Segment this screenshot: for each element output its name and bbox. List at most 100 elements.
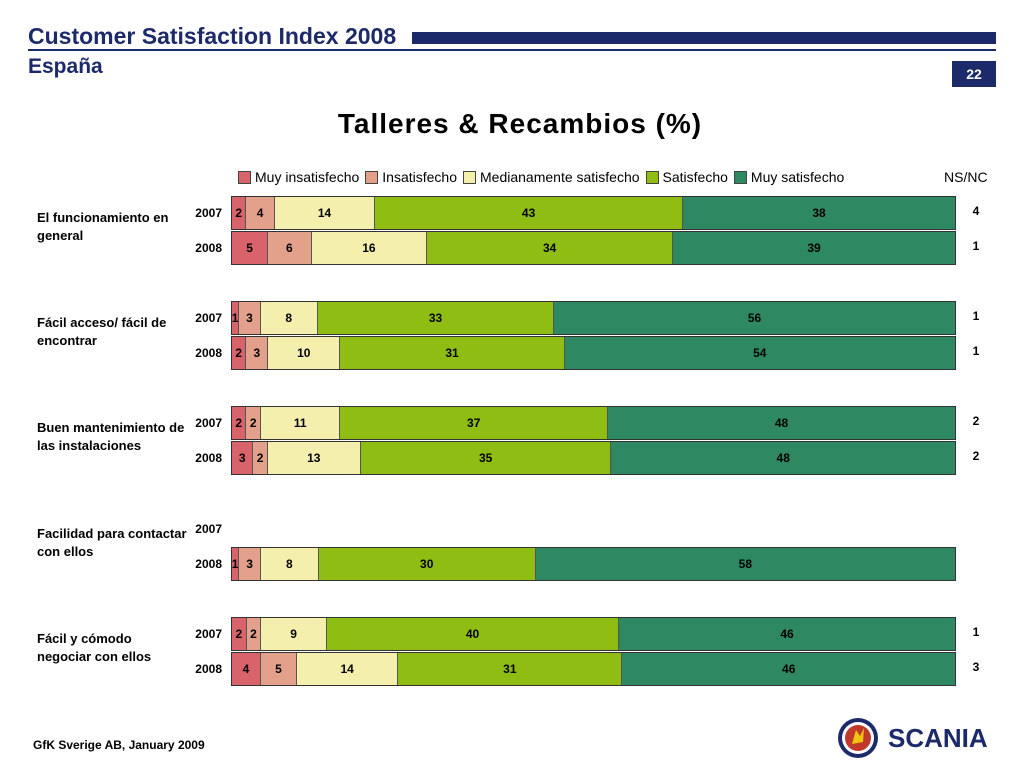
bar-segment: 35 <box>360 442 612 474</box>
bar-segment: 2 <box>232 618 247 650</box>
footer-source: GfK Sverige AB, January 2009 <box>33 738 205 752</box>
nsnc-header: NS/NC <box>944 169 988 185</box>
bar-value-label: 5 <box>275 662 282 676</box>
year-label: 2008 <box>195 451 222 465</box>
legend-label: Medianamente satisfecho <box>480 169 640 185</box>
bar-value-label: 48 <box>776 451 790 465</box>
bar-segment: 33 <box>317 302 555 334</box>
bar-segment: 34 <box>427 232 674 264</box>
bar-value-label: 1 <box>231 311 239 325</box>
bar-segment: 3 <box>239 548 261 580</box>
bar-segment: 2 <box>232 337 247 369</box>
bar-value-label: 6 <box>286 241 293 255</box>
legend-item: Muy satisfecho <box>733 169 845 185</box>
legend-item: Muy insatisfecho <box>238 169 359 185</box>
bar-segment: 37 <box>340 407 608 439</box>
bar-segment: 6 <box>268 232 312 264</box>
question-label: Fácil acceso/ fácil de encontrar <box>37 315 167 348</box>
nsnc-value: 1 <box>972 309 980 323</box>
stacked-bar: 1 3 8 30 58 <box>231 547 956 581</box>
nsnc-value: 1 <box>972 625 980 639</box>
bar-segment: 48 <box>607 407 956 439</box>
bar-value-label: 2 <box>235 346 243 360</box>
legend-label: Satisfecho <box>662 169 728 185</box>
year-label: 2007 <box>195 311 222 325</box>
bar-segment: 9 <box>261 618 327 650</box>
question-label: Fácil y cómodo negociar con ellos <box>37 631 152 664</box>
bar-value-label: 2 <box>235 206 242 220</box>
bar-value-label: 39 <box>807 241 821 255</box>
nsnc-value: 1 <box>972 344 980 358</box>
bar-value-label: 37 <box>467 416 481 430</box>
bar-segment: 31 <box>340 337 565 369</box>
question-label: El funcionamiento en general <box>37 210 169 243</box>
bar-value-label: 43 <box>521 206 536 220</box>
bar-segment: 58 <box>535 548 955 580</box>
bar-segment: 56 <box>554 302 955 334</box>
bar-value-label: 2 <box>249 416 257 430</box>
page-number-badge: 22 <box>952 61 996 87</box>
legend-label: Muy satisfecho <box>750 169 845 185</box>
bar-value-label: 3 <box>246 311 253 325</box>
bar-segment: 13 <box>267 442 361 474</box>
bar-segment: 2 <box>232 197 247 229</box>
bar-segment: 1 <box>231 548 240 580</box>
bar-segment: 3 <box>246 337 269 369</box>
nsnc-value: 4 <box>972 204 980 218</box>
bar-segment: 43 <box>375 197 683 229</box>
bar-segment: 8 <box>260 302 318 334</box>
bar-value-label: 46 <box>780 627 794 641</box>
legend-swatch <box>238 170 251 184</box>
bar-value-label: 16 <box>362 241 376 255</box>
legend-swatch <box>365 170 379 184</box>
nsnc-value: 2 <box>972 449 980 463</box>
bar-value-label: 33 <box>428 311 443 325</box>
year-label: 2008 <box>195 241 222 255</box>
question-label: Buen mantenimiento de las instalaciones <box>37 420 185 453</box>
bar-value-label: 48 <box>774 416 789 430</box>
scania-logo: SCANIA <box>836 716 988 760</box>
bar-value-label: 31 <box>445 346 459 360</box>
bar-value-label: 4 <box>242 662 250 676</box>
question-label: Facilidad para contactar con ellos <box>37 526 187 559</box>
bar-value-label: 1 <box>231 557 239 571</box>
bar-value-label: 54 <box>753 346 767 360</box>
stacked-bar: 3 2 13 35 48 <box>231 441 956 475</box>
bar-segment: 2 <box>246 407 261 439</box>
bar-value-label: 2 <box>235 627 243 641</box>
bar-value-label: 56 <box>747 311 762 325</box>
bar-value-label: 13 <box>307 451 321 465</box>
bar-value-label: 2 <box>256 451 264 465</box>
legend-label: Insatisfecho <box>382 169 457 185</box>
nsnc-value: 3 <box>972 660 980 674</box>
stacked-bar: 2 3 10 31 54 <box>231 336 956 370</box>
bar-segment: 39 <box>673 232 955 264</box>
stacked-bar: 4 5 14 31 46 <box>231 652 956 686</box>
header-rule-thin <box>28 49 996 51</box>
stacked-bar: 1 3 8 33 56 <box>231 301 956 335</box>
bar-value-label: 4 <box>256 206 264 220</box>
bar-segment: 40 <box>326 618 620 650</box>
bar-value-label: 3 <box>238 451 246 465</box>
bar-value-label: 2 <box>250 627 257 641</box>
legend-item: Insatisfecho <box>365 169 457 185</box>
year-label: 2008 <box>195 557 222 571</box>
chart-title: Talleres & Recambios (%) <box>337 108 703 139</box>
stacked-bar: 2 2 9 40 46 <box>231 617 956 651</box>
year-label: 2008 <box>195 662 222 676</box>
brand-wordmark: SCANIA <box>888 722 988 753</box>
bar-segment: 2 <box>253 442 268 474</box>
bar-segment: 14 <box>274 197 376 229</box>
bar-segment: 5 <box>232 232 269 264</box>
year-label: 2007 <box>195 522 222 536</box>
bar-segment: 8 <box>260 548 319 580</box>
year-label: 2007 <box>195 206 222 220</box>
bar-value-label: 11 <box>293 416 307 430</box>
legend-swatch <box>733 170 747 184</box>
bar-segment: 54 <box>564 337 955 369</box>
legend-swatch <box>463 170 476 184</box>
bar-value-label: 31 <box>503 662 517 676</box>
bar-segment: 5 <box>260 653 298 685</box>
header-rule-thick <box>412 32 996 44</box>
nsnc-value: 1 <box>972 239 980 253</box>
